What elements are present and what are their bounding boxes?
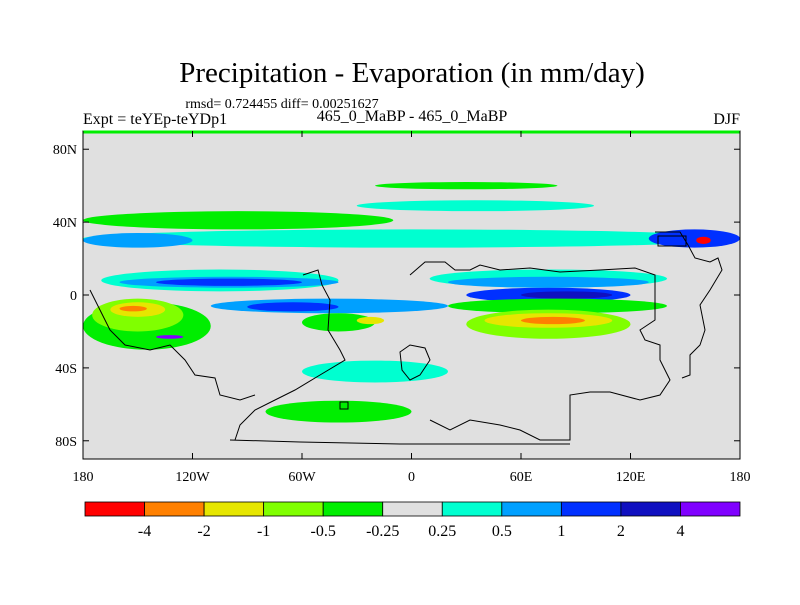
colorbar: -4 -2 -1 -0.5 -0.25 0.25 0.5 1 2 4 <box>84 501 741 540</box>
field-region-4 <box>302 360 448 383</box>
colorbar-label-6: 0.5 <box>492 523 512 540</box>
colorbar-label-5: 0.25 <box>428 523 456 540</box>
colorbar-label-2: -1 <box>257 523 270 540</box>
coastline-pacific-islands <box>655 231 723 379</box>
x-tick-label-1: 120W <box>175 470 210 485</box>
field-region-26 <box>521 316 585 325</box>
field-region-12 <box>648 229 740 248</box>
coastline-antarctic <box>229 439 570 445</box>
colorbar-swatch-5 <box>382 501 443 517</box>
colorbar-swatch-4 <box>322 501 384 517</box>
plot-background <box>83 131 740 459</box>
coastline-africa-eurasia <box>409 261 671 441</box>
field-region-25 <box>356 316 385 325</box>
y-tick-label-4: 80S <box>55 435 77 450</box>
chart-subtitle: rmsd= 0.724455 diff= 0.00251627 <box>185 97 378 112</box>
field-layer <box>83 182 740 423</box>
field-region-15 <box>83 211 394 230</box>
field-region-7 <box>83 233 193 248</box>
colorbar-label-9: 4 <box>676 523 684 540</box>
colorbar-swatch-9 <box>620 501 681 517</box>
colorbar-swatch-10 <box>680 501 741 517</box>
coastline-layer <box>89 231 723 445</box>
field-region-2 <box>83 229 740 248</box>
colorbar-swatch-6 <box>441 501 503 517</box>
colorbar-label-0: -4 <box>138 523 151 540</box>
coastline-americas <box>234 269 346 441</box>
x-tick-label-4: 60E <box>510 470 533 485</box>
run-label: 465_0_MaBP - 465_0_MaBP <box>317 108 508 125</box>
field-region-11 <box>247 302 339 312</box>
colorbar-swatch-1 <box>144 501 205 517</box>
x-tick-label-6: 180 <box>730 470 751 485</box>
colorbar-label-3: -0.5 <box>311 523 336 540</box>
field-region-28 <box>696 236 711 244</box>
y-tick-label-3: 40S <box>55 362 77 377</box>
colorbar-swatch-2 <box>203 501 265 517</box>
field-region-27 <box>119 305 147 312</box>
colorbar-label-7: 1 <box>557 523 565 540</box>
coastline-indian-island <box>399 344 431 381</box>
x-tick-label-2: 60W <box>288 470 316 485</box>
chart-title: Precipitation - Evaporation (in mm/day) <box>179 57 645 89</box>
field-region-16 <box>375 182 558 190</box>
colorbar-label-1: -2 <box>197 523 210 540</box>
x-tick-label-5: 120E <box>616 470 646 485</box>
field-region-29 <box>156 335 184 339</box>
colorbar-swatch-7 <box>501 501 562 517</box>
y-tick-label-2: 0 <box>70 289 77 304</box>
field-region-6 <box>448 276 649 288</box>
colorbar-label-8: 2 <box>617 523 625 540</box>
colorbar-swatch-8 <box>560 501 622 517</box>
season-label: DJF <box>713 111 740 128</box>
field-region-19 <box>302 313 375 332</box>
x-axis: 180 120W 60W 0 60E 120E 180 <box>73 131 751 485</box>
colorbar-label-4: -0.25 <box>366 523 399 540</box>
island-box <box>657 235 687 247</box>
colorbar-swatch-3 <box>263 501 324 517</box>
colorbar-swatch-0 <box>84 501 145 517</box>
field-region-3 <box>356 200 594 212</box>
field-region-20 <box>265 400 412 423</box>
y-axis: 80N 40N 0 40S 80S <box>53 143 740 450</box>
field-region-17 <box>448 298 667 314</box>
x-tick-label-3: 0 <box>408 470 415 485</box>
plot-area <box>82 130 741 460</box>
island-small <box>339 401 349 410</box>
experiment-label: Expt = teYEp-teYDp1 <box>83 111 227 128</box>
field-region-13 <box>521 291 613 299</box>
coastline-west-land <box>89 289 256 401</box>
y-tick-label-0: 80N <box>53 143 77 158</box>
x-tick-label-0: 180 <box>73 470 94 485</box>
y-tick-label-1: 40N <box>53 216 77 231</box>
field-region-9 <box>156 278 302 286</box>
